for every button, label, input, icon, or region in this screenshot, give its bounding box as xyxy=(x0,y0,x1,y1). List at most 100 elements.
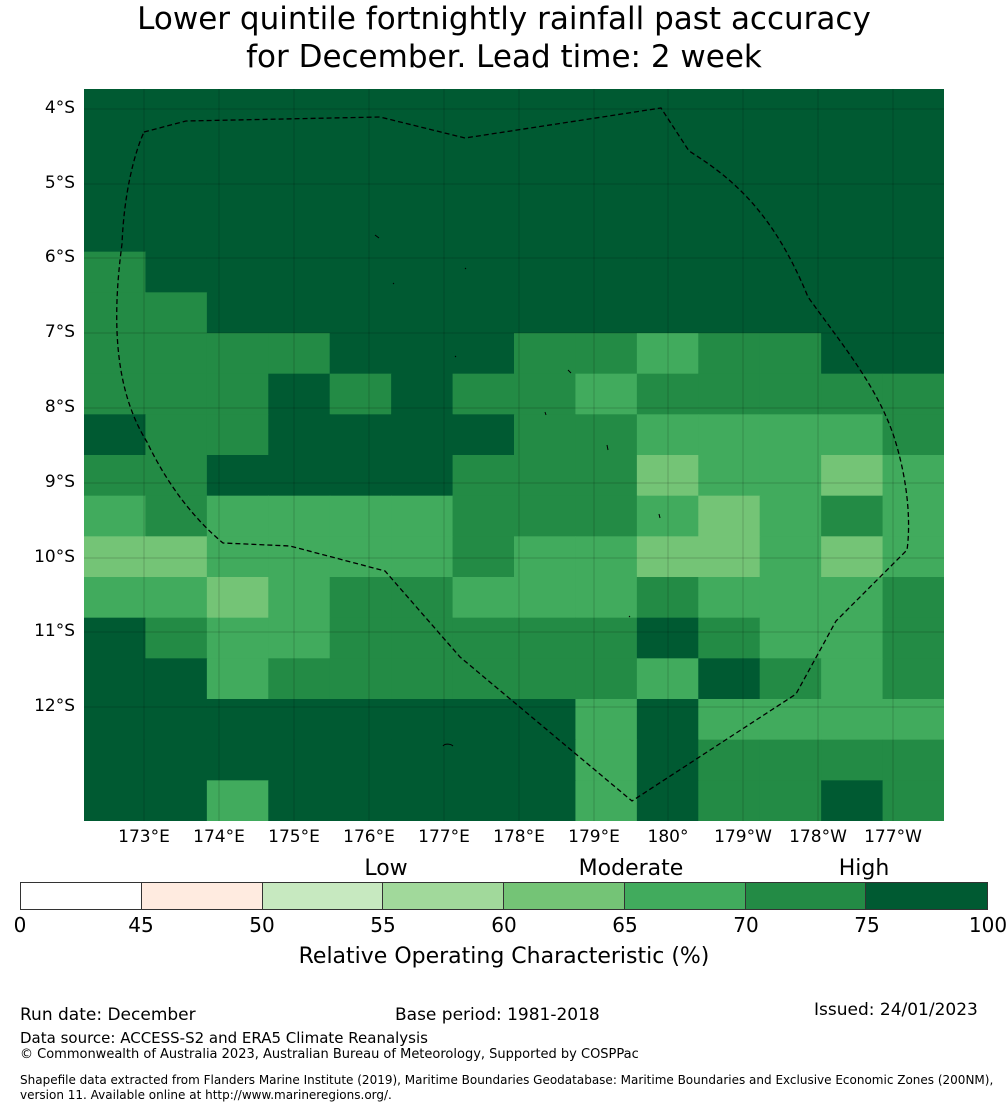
map-cell xyxy=(821,333,884,375)
map-cell xyxy=(84,129,147,171)
colorbar-tick-label: 75 xyxy=(854,913,880,937)
map-cell xyxy=(514,780,577,821)
map-cell xyxy=(759,211,822,253)
map-cell xyxy=(636,211,699,253)
map-cell xyxy=(268,658,331,700)
map-cell xyxy=(268,495,331,537)
map-cell xyxy=(452,373,515,415)
latitude-label: 11°S xyxy=(34,621,75,641)
map-cell xyxy=(882,455,944,497)
map-cell xyxy=(759,373,822,415)
map-cell xyxy=(636,373,699,415)
map-cell xyxy=(698,739,761,781)
map-cell xyxy=(84,495,147,537)
map-cell xyxy=(84,292,147,334)
island xyxy=(442,743,454,747)
map-cell xyxy=(206,170,269,212)
island xyxy=(658,513,661,519)
map-cell xyxy=(391,414,454,456)
map-cell xyxy=(759,170,822,212)
map-cell xyxy=(698,170,761,212)
colorbar xyxy=(20,882,988,910)
map-cell xyxy=(636,333,699,375)
colorbar-segment xyxy=(21,883,142,909)
longitude-label: 178°E xyxy=(493,827,545,847)
map-cell xyxy=(329,658,392,700)
map-cell xyxy=(84,414,147,456)
map-cell xyxy=(452,780,515,821)
map-cell xyxy=(452,211,515,253)
map-cell xyxy=(145,373,208,415)
map-cell xyxy=(821,211,884,253)
map-cell xyxy=(514,251,577,293)
map-cell xyxy=(698,251,761,293)
map-cell xyxy=(636,617,699,659)
map-cell xyxy=(329,292,392,334)
map-cell xyxy=(514,658,577,700)
map-cell xyxy=(759,780,822,821)
map-cell xyxy=(575,414,638,456)
map-cell xyxy=(145,536,208,578)
map-cell xyxy=(84,89,147,131)
map-cell xyxy=(821,373,884,415)
longitude-label: 177°W xyxy=(864,827,922,847)
map-cell xyxy=(575,170,638,212)
map-cell xyxy=(206,455,269,497)
map-cell xyxy=(84,170,147,212)
map-cell xyxy=(636,780,699,821)
island xyxy=(374,234,380,239)
map-cell xyxy=(391,129,454,171)
map-cell xyxy=(636,414,699,456)
shapefile-credit-line1: Shapefile data extracted from Flanders M… xyxy=(20,1073,994,1087)
map-cell xyxy=(821,739,884,781)
map-cell xyxy=(575,373,638,415)
map-cell xyxy=(145,251,208,293)
map-cell xyxy=(452,251,515,293)
map-cell xyxy=(575,577,638,619)
map-cell xyxy=(636,577,699,619)
map-cell xyxy=(268,617,331,659)
map-cell xyxy=(145,333,208,375)
map-cell xyxy=(514,333,577,375)
island xyxy=(628,615,631,618)
longitude-label: 173°E xyxy=(118,827,170,847)
legend-category-moderate: Moderate xyxy=(578,856,684,881)
latitude-label: 5°S xyxy=(44,173,75,193)
map-cell xyxy=(636,89,699,131)
map-cell xyxy=(329,211,392,253)
map-cell xyxy=(636,455,699,497)
map-cell xyxy=(514,536,577,578)
colorbar-segment xyxy=(624,883,746,909)
map-cell xyxy=(514,129,577,171)
map-cell xyxy=(575,617,638,659)
map-cell xyxy=(391,780,454,821)
latitude-label: 10°S xyxy=(34,547,75,567)
map-cell xyxy=(575,211,638,253)
map-cell xyxy=(514,455,577,497)
map-cell xyxy=(145,739,208,781)
map-cell xyxy=(452,495,515,537)
map-cell xyxy=(514,211,577,253)
map-cell xyxy=(698,414,761,456)
map-cell xyxy=(882,292,944,334)
map-cell xyxy=(145,658,208,700)
colorbar-segment xyxy=(262,883,384,909)
map-cell xyxy=(882,658,944,700)
colorbar-tick-label: 50 xyxy=(249,913,275,937)
map-cell xyxy=(391,617,454,659)
map-cell xyxy=(575,536,638,578)
islands xyxy=(374,234,661,747)
map-cell xyxy=(636,170,699,212)
map-cell xyxy=(268,780,331,821)
copyright: © Commonwealth of Australia 2023, Austra… xyxy=(20,1047,639,1062)
map-cell xyxy=(759,333,822,375)
colorbar-tick-label: 70 xyxy=(733,913,759,937)
map-cell xyxy=(206,699,269,741)
longitude-label: 179°W xyxy=(714,827,772,847)
island xyxy=(567,369,572,374)
island xyxy=(544,411,547,416)
map-cell xyxy=(329,699,392,741)
map-cell xyxy=(145,455,208,497)
map-cell xyxy=(391,292,454,334)
map-cell xyxy=(575,455,638,497)
